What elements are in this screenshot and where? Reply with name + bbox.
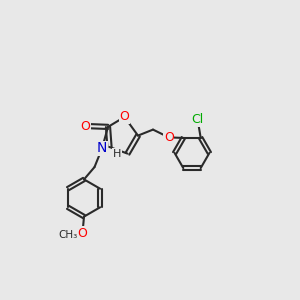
Text: O: O: [120, 110, 129, 124]
Text: Cl: Cl: [192, 113, 204, 126]
Text: O: O: [78, 226, 87, 240]
Text: O: O: [164, 131, 174, 144]
Text: H: H: [113, 149, 121, 159]
Text: N: N: [97, 142, 107, 155]
Text: O: O: [81, 119, 90, 133]
Text: CH₃: CH₃: [58, 230, 78, 241]
